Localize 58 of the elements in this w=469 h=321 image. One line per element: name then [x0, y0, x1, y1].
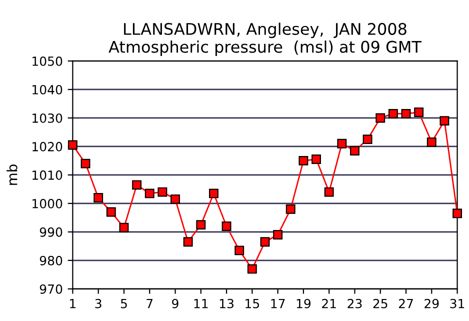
point	[196, 220, 206, 230]
point	[286, 204, 296, 214]
y-tick-label: 1050	[32, 56, 62, 66]
x-tick-label: 15	[246, 299, 260, 308]
y-tick-label: 1040	[32, 84, 62, 94]
point	[208, 188, 218, 198]
point	[170, 194, 180, 204]
point	[260, 237, 270, 247]
y-axis-title: mb	[6, 164, 18, 185]
y-tick-label: 1020	[32, 142, 62, 152]
x-tick-label: 19	[296, 298, 311, 308]
point	[132, 180, 142, 190]
point	[452, 208, 462, 218]
x-tick-label: 5	[120, 299, 127, 308]
x-tick-label: 29	[424, 298, 439, 308]
point	[376, 113, 386, 123]
x-tick-label: 31	[450, 298, 464, 308]
point	[324, 187, 334, 197]
point	[440, 116, 450, 126]
point	[350, 146, 360, 156]
point	[388, 108, 398, 118]
point	[106, 207, 116, 217]
x-tick-label: 27	[398, 298, 413, 308]
y-tick-label: 970	[40, 284, 62, 294]
x-tick-label: 7	[146, 299, 153, 308]
x-tick-label: 21	[322, 298, 336, 308]
point	[68, 140, 78, 150]
point	[298, 156, 308, 166]
y-tick-label: 1010	[32, 170, 62, 180]
point	[426, 137, 436, 147]
point	[144, 188, 154, 198]
x-tick-label: 11	[194, 299, 208, 308]
point	[401, 108, 411, 118]
point	[80, 158, 90, 168]
x-tick-label: 17	[271, 299, 285, 308]
point	[273, 230, 283, 240]
x-tick-label: 25	[373, 298, 388, 308]
point	[183, 237, 193, 247]
y-tick-label: 1000	[32, 198, 62, 208]
point	[119, 222, 129, 232]
y-tick-label: 990	[40, 227, 62, 237]
point	[414, 108, 424, 117]
point	[158, 187, 168, 197]
x-tick-label: 1	[70, 299, 76, 308]
point	[222, 222, 232, 231]
point	[234, 246, 244, 256]
x-tick-label: 9	[172, 298, 178, 308]
chart-title: LLANSADWRN, Anglesey, JAN 2008 Atmospheric pressure (msl) at 09 GMT	[108, 22, 422, 56]
point	[337, 138, 347, 148]
point	[362, 134, 372, 144]
x-tick-label: 3	[95, 298, 102, 308]
x-tick-label: 13	[220, 298, 234, 308]
point	[312, 154, 321, 164]
x-tick-label: 23	[348, 298, 362, 308]
y-tick-label: 980	[40, 256, 62, 266]
point	[94, 193, 104, 202]
y-tick-label: 1030	[32, 113, 62, 123]
point	[247, 264, 257, 274]
